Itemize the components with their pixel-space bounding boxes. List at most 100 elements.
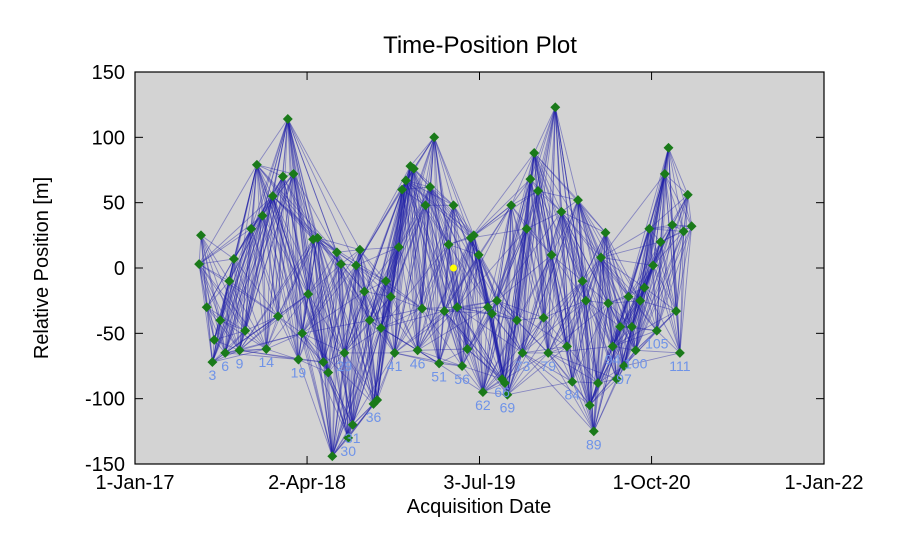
- connection-line: [343, 291, 365, 354]
- connection-line: [526, 152, 535, 229]
- connection-line: [355, 189, 403, 266]
- connection-line: [675, 226, 693, 312]
- connection-line: [394, 166, 411, 353]
- connection-line: [668, 147, 693, 227]
- connection-line: [443, 244, 450, 312]
- data-point: [603, 298, 614, 309]
- connection-line: [282, 176, 299, 360]
- connection-line: [649, 228, 684, 232]
- connection-line: [506, 190, 539, 395]
- connection-line: [643, 173, 666, 288]
- connection-line: [510, 205, 545, 318]
- connection-line: [478, 254, 508, 395]
- connection-line: [593, 326, 621, 432]
- data-point: [502, 389, 513, 400]
- connection-line: [467, 313, 493, 350]
- connection-line: [522, 152, 535, 353]
- connection-line: [597, 296, 629, 384]
- connection-line: [448, 244, 479, 256]
- connection-line: [301, 263, 342, 334]
- connection-line: [331, 399, 378, 457]
- connection-line: [470, 178, 531, 239]
- connection-line: [301, 332, 374, 405]
- connection-line: [398, 247, 419, 351]
- connection-line: [457, 300, 497, 308]
- connection-line: [652, 231, 684, 266]
- connection-line: [607, 303, 625, 367]
- connection-line: [343, 352, 354, 425]
- connection-line: [438, 311, 445, 364]
- connection-line: [312, 239, 329, 373]
- connection-line: [461, 365, 503, 380]
- connection-line: [605, 232, 641, 301]
- connection-line: [671, 194, 689, 226]
- connection-line: [380, 189, 403, 329]
- connection-line: [533, 152, 606, 234]
- connection-line: [443, 237, 472, 312]
- data-point: [452, 302, 463, 313]
- connection-line: [577, 199, 614, 347]
- data-point: [412, 345, 423, 356]
- connection-line: [228, 281, 240, 351]
- connection-line: [343, 189, 403, 354]
- connection-line: [668, 147, 689, 195]
- connection-line: [323, 352, 345, 363]
- connection-line: [302, 319, 370, 334]
- connection-line: [277, 237, 319, 317]
- connection-line: [547, 352, 573, 382]
- data-point: [550, 102, 561, 113]
- connection-line: [336, 252, 345, 353]
- connection-line: [448, 244, 489, 308]
- connection-line: [277, 239, 314, 317]
- connection-line: [501, 205, 512, 380]
- data-point: [584, 400, 595, 411]
- connection-line: [433, 137, 440, 364]
- connection-line: [355, 265, 418, 351]
- connection-line: [355, 265, 365, 292]
- connection-line: [390, 166, 411, 297]
- connection-line: [623, 224, 673, 367]
- data-point: [420, 200, 431, 211]
- data-point: [596, 252, 606, 263]
- connection-line: [433, 137, 463, 367]
- connection-line: [443, 310, 484, 393]
- connection-line: [355, 265, 374, 404]
- connection-line: [380, 310, 445, 329]
- connection-line: [612, 346, 618, 380]
- connection-line: [322, 264, 342, 363]
- data-point: [525, 174, 536, 185]
- connection-line: [605, 232, 621, 327]
- connection-line: [623, 194, 689, 367]
- connection-line: [551, 254, 595, 432]
- connection-line: [256, 164, 263, 216]
- connection-line: [566, 200, 579, 347]
- connection-line: [405, 180, 463, 367]
- connection-line: [233, 228, 252, 260]
- connection-line: [293, 173, 324, 363]
- connection-line: [664, 173, 685, 232]
- connection-line: [256, 164, 314, 240]
- connection-line: [369, 186, 431, 321]
- data-point: [682, 189, 693, 200]
- data-point: [372, 395, 383, 405]
- connection-line: [473, 204, 512, 236]
- connection-line: [425, 205, 449, 245]
- connection-line: [239, 173, 294, 351]
- connection-line: [219, 164, 258, 321]
- connection-line: [405, 180, 449, 245]
- connection-line: [619, 287, 645, 328]
- connection-line: [612, 147, 669, 347]
- connection-line: [405, 180, 472, 239]
- connection-line: [272, 195, 333, 457]
- connection-line: [551, 254, 587, 301]
- connection-line: [394, 137, 435, 353]
- connection-line: [401, 189, 426, 206]
- data-point: [659, 168, 670, 179]
- connection-line: [533, 152, 599, 384]
- connection-line: [533, 152, 539, 191]
- connection-line: [487, 228, 528, 308]
- connection-line: [597, 303, 609, 384]
- connection-line: [224, 293, 309, 354]
- connection-line: [307, 293, 345, 354]
